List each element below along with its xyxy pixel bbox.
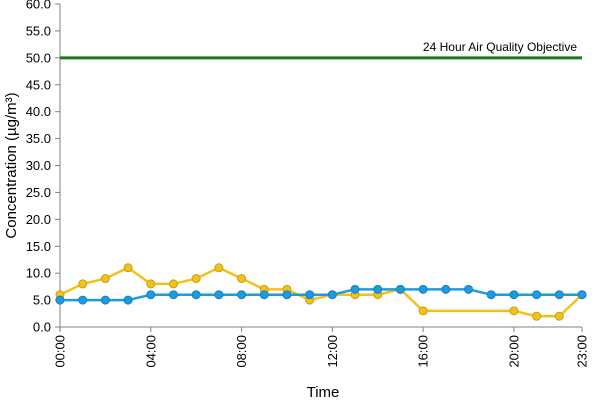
objective-label: 24 Hour Air Quality Objective bbox=[423, 40, 577, 54]
x-tick-label: 08:00 bbox=[234, 335, 249, 368]
series-layer bbox=[55, 263, 587, 321]
series-1-line bbox=[59, 266, 583, 318]
y-tick-label: 45.0 bbox=[26, 77, 51, 92]
x-tick-label: 12:00 bbox=[325, 335, 340, 368]
series-1-point bbox=[78, 279, 88, 289]
series-2-markers bbox=[55, 284, 587, 305]
series-1-point bbox=[509, 306, 519, 316]
series-2-point bbox=[78, 295, 88, 305]
y-tick-label: 5.0 bbox=[33, 293, 51, 308]
y-tick-label: 55.0 bbox=[26, 23, 51, 38]
series-2-point bbox=[123, 295, 133, 305]
series-2-point bbox=[146, 290, 156, 300]
y-axis-ticks: 0.0 5.0 10.0 15.0 20.0 25.0 30.0 35.0 40.0 45.0 50… bbox=[26, 0, 60, 335]
series-1-point bbox=[146, 279, 156, 289]
series-2-point bbox=[395, 284, 405, 294]
series-2-point bbox=[168, 290, 178, 300]
series-2-point bbox=[464, 284, 474, 294]
series-2-point bbox=[350, 284, 360, 294]
series-2-point bbox=[441, 284, 451, 294]
series-2-point bbox=[486, 290, 496, 300]
y-tick-label: 50.0 bbox=[26, 50, 51, 65]
series-2-point bbox=[509, 290, 519, 300]
series-2-point bbox=[214, 290, 224, 300]
series-1-point bbox=[100, 274, 110, 284]
series-1-point bbox=[168, 279, 178, 289]
series-2-point bbox=[259, 290, 269, 300]
y-tick-label: 15.0 bbox=[26, 239, 51, 254]
series-2-point bbox=[282, 290, 292, 300]
y-tick-label: 40.0 bbox=[26, 104, 51, 119]
series-2-point bbox=[532, 290, 542, 300]
y-axis-title: Concentration (µg/m³) bbox=[3, 92, 20, 238]
x-tick-label: 16:00 bbox=[416, 335, 431, 368]
series-1-point bbox=[123, 263, 133, 273]
series-2-point bbox=[554, 290, 564, 300]
y-tick-label: 60.0 bbox=[26, 0, 51, 12]
x-tick-label: 04:00 bbox=[143, 335, 158, 368]
series-2-point bbox=[191, 290, 201, 300]
series-2-point bbox=[100, 295, 110, 305]
series-2-point bbox=[577, 290, 587, 300]
x-axis-title: Time bbox=[307, 384, 340, 400]
series-1-point bbox=[418, 306, 428, 316]
series-2-point bbox=[327, 290, 337, 300]
series-1-point bbox=[214, 263, 224, 273]
y-tick-label: 0.0 bbox=[33, 320, 51, 335]
y-tick-label: 35.0 bbox=[26, 131, 51, 146]
series-1-point bbox=[237, 274, 247, 284]
series-1-point bbox=[191, 274, 201, 284]
y-tick-label: 10.0 bbox=[26, 266, 51, 281]
series-2-point bbox=[55, 295, 65, 305]
y-tick-label: 30.0 bbox=[26, 158, 51, 173]
series-2-point bbox=[373, 284, 383, 294]
series-1-point bbox=[554, 311, 564, 321]
series-2-point bbox=[418, 284, 428, 294]
series-1-point bbox=[532, 311, 542, 321]
series-2-point bbox=[305, 290, 315, 300]
y-tick-label: 25.0 bbox=[26, 185, 51, 200]
y-tick-label: 20.0 bbox=[26, 212, 51, 227]
x-tick-label: 00:00 bbox=[53, 335, 68, 368]
series-2-point bbox=[237, 290, 247, 300]
x-tick-label: 20:00 bbox=[506, 335, 521, 368]
x-tick-label: 23:00 bbox=[575, 335, 590, 368]
x-axis-ticks: 00:00 04:00 08:00 12:00 16:00 20:00 23:00 bbox=[53, 327, 590, 368]
